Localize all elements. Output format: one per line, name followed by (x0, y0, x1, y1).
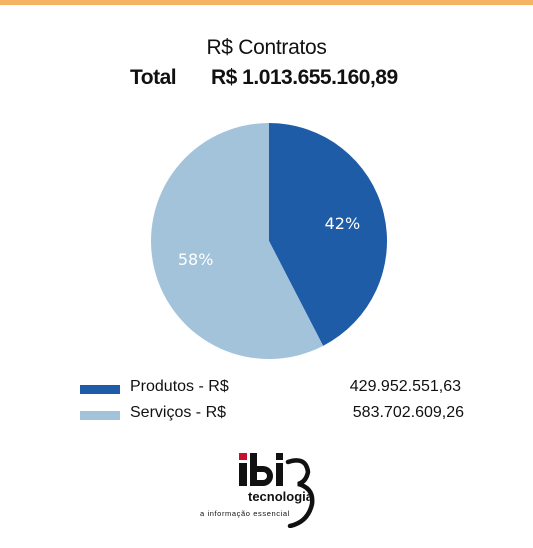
top-accent-bar (0, 0, 533, 5)
total-label: Total (130, 66, 177, 89)
pie-slice-servicos (150, 123, 324, 360)
logo-letter-i2 (276, 463, 283, 486)
logo-numeral-3 (285, 458, 315, 528)
pie-label-servicos: 58% (178, 250, 214, 269)
total-value: R$ 1.013.655.160,89 (211, 66, 398, 89)
logo-wordmark: tecnologia (248, 489, 314, 504)
legend-label-produtos: Produtos - R$ (130, 378, 229, 395)
logo-red-dot (239, 453, 247, 460)
logo-letter-i (239, 463, 247, 486)
chart-title: R$ Contratos (206, 36, 327, 59)
logo-tagline: a informação essencial (200, 509, 290, 518)
legend-value-produtos: 429.952.551,63 (349, 378, 461, 395)
pie-label-produtos: 42% (325, 214, 361, 233)
pie-slice-produtos (269, 123, 387, 346)
logo-letter-i2-dot (276, 453, 283, 460)
legend-value-servicos: 583.702.609,26 (352, 404, 464, 421)
legend-item-produtos: Produtos - R$ 429.952.551,63 (80, 378, 480, 400)
legend-item-servicos: Serviços - R$ 583.702.609,26 (80, 404, 480, 426)
logo-letter-b-stem (250, 453, 257, 486)
legend-label-servicos: Serviços - R$ (130, 404, 227, 421)
legend-swatch-servicos (80, 411, 120, 420)
legend-swatch-produtos (80, 385, 120, 394)
logo-letter-b-bowl (257, 466, 273, 486)
ibi3-logo: tecnologia a informação essencial (200, 453, 315, 528)
